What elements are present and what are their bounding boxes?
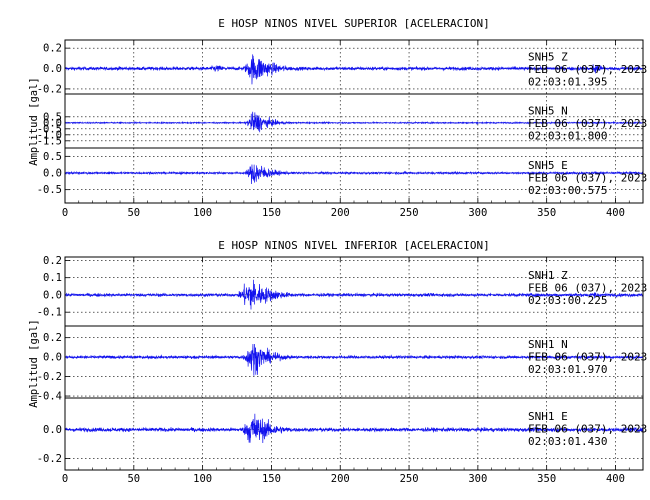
station-label: SNH1 N [528,338,568,351]
y-tick-label: -0.1 [37,307,62,319]
x-tick-label: 300 [468,207,487,219]
plot-frame [64,39,644,204]
y-tick-label: -1.0 [37,129,62,141]
y-tick-label: 0.0 [43,424,62,436]
y-tick-label: -1.5 [37,135,62,147]
record-date: FEB 06 (037), 2023 [528,117,647,130]
y-tick-label: 0.0 [43,117,62,129]
x-tick-label: 350 [537,473,556,485]
x-tick-label: 200 [331,473,350,485]
x-tick-label: 400 [606,207,625,219]
record-time: 02:03:01.970 [528,363,607,376]
record-date: FEB 06 (037), 2023 [528,423,647,436]
y-tick-label: 0.0 [43,63,62,75]
record-time: 02:03:00.575 [528,184,607,197]
x-tick-label: 100 [193,207,212,219]
waveform-trace [64,111,644,133]
record-date: FEB 06 (037), 2023 [528,63,647,76]
station-label: SNH5 E [528,159,568,172]
record-time: 02:03:01.430 [528,435,607,448]
record-date: FEB 06 (037), 2023 [528,282,647,295]
waveform-trace [64,343,644,376]
x-tick-label: 250 [400,473,419,485]
station-label: SNH5 N [528,105,568,118]
y-tick-label: 0.1 [43,272,62,284]
station-label: SNH1 Z [528,269,568,282]
y-tick-label: 0.5 [43,111,62,123]
x-tick-label: 150 [262,207,281,219]
y-tick-label: -0.2 [37,453,62,465]
lower-chart: E HOSP NINOS NIVEL INFERIOR [ACELERACION… [28,239,647,485]
y-tick-label: 0.5 [43,151,62,163]
y-tick-label: 0.0 [43,168,62,180]
y-tick-label: 0.2 [43,332,62,344]
x-tick-label: 0 [62,207,68,219]
waveform-trace [64,279,644,310]
x-tick-label: 250 [400,207,419,219]
y-tick-label: -0.5 [37,184,62,196]
y-axis-label: Amplitud [gal] [28,77,40,166]
y-tick-label: -0.2 [37,83,62,95]
x-tick-label: 50 [127,473,140,485]
plot-frame [64,256,644,471]
record-time: 02:03:01.800 [528,130,607,143]
x-tick-label: 150 [262,473,281,485]
station-label: SNH5 Z [528,51,568,64]
y-axis-label: Amplitud [gal] [28,319,40,408]
x-tick-label: 400 [606,473,625,485]
station-label: SNH1 E [528,410,568,423]
x-tick-label: 350 [537,207,556,219]
waveform-trace [64,54,644,85]
y-tick-label: -0.4 [37,391,62,403]
waveform-trace [64,164,644,184]
y-tick-label: -0.5 [37,123,62,135]
upper-chart: E HOSP NINOS NIVEL SUPERIOR [ACELERACION… [28,17,647,219]
record-date: FEB 06 (037), 2023 [528,171,647,184]
x-tick-label: 200 [331,207,350,219]
y-tick-label: 0.2 [43,255,62,267]
y-tick-label: 0.0 [43,289,62,301]
x-tick-label: 300 [468,473,487,485]
y-tick-label: 0.2 [43,43,62,55]
x-tick-label: 0 [62,473,68,485]
x-tick-label: 100 [193,473,212,485]
record-time: 02:03:01.395 [528,76,607,89]
y-tick-label: -0.2 [37,371,62,383]
record-time: 02:03:00.225 [528,294,607,307]
y-tick-label: 0.0 [43,352,62,364]
waveform-trace [64,413,644,444]
chart-title: E HOSP NINOS NIVEL SUPERIOR [ACELERACION… [218,17,490,30]
x-tick-label: 50 [127,207,140,219]
chart-title: E HOSP NINOS NIVEL INFERIOR [ACELERACION… [218,239,490,252]
record-date: FEB 06 (037), 2023 [528,351,647,364]
